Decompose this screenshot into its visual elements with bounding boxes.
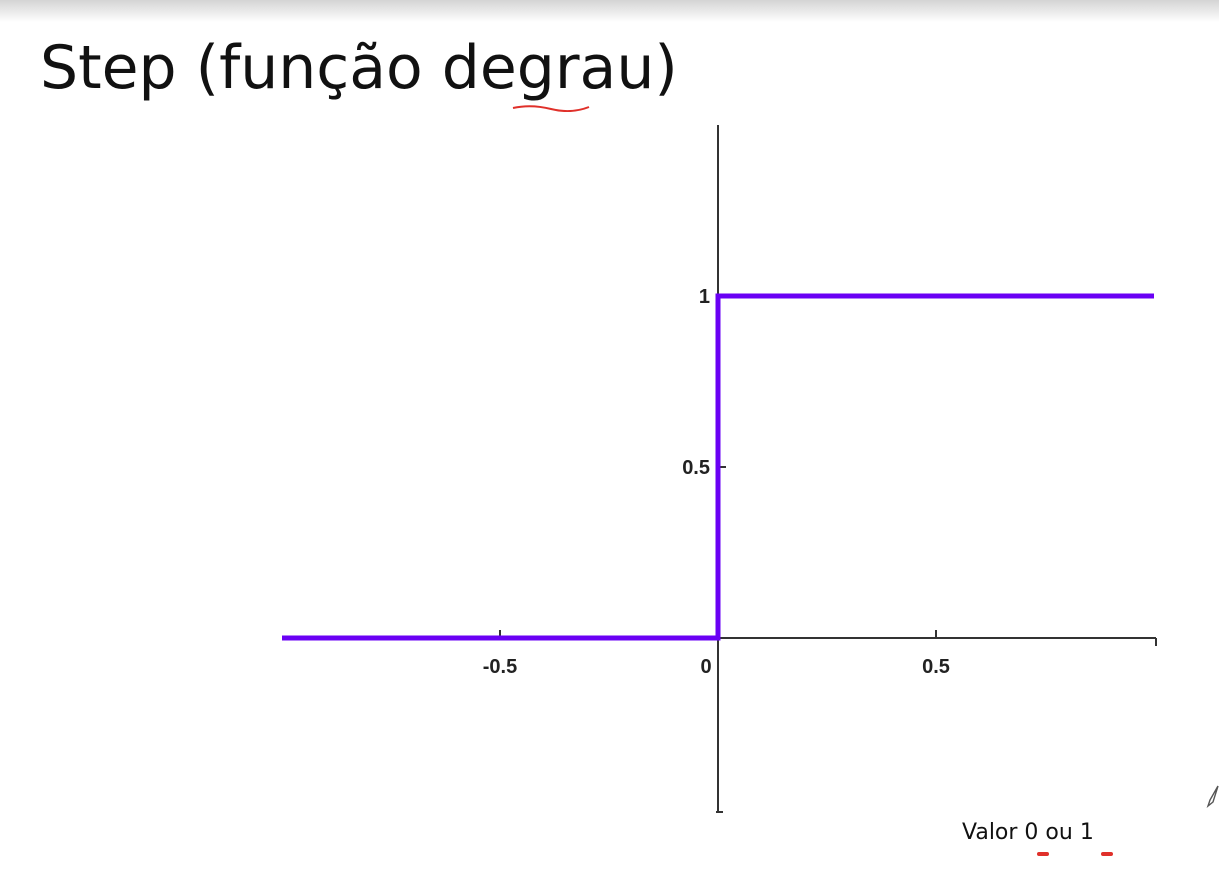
caption: Valor 0 ou 1	[962, 820, 1094, 845]
y-tick-label: 1	[699, 286, 710, 308]
tick-labels: -0.5 0 0.5 0.5 1	[483, 286, 950, 678]
pen-cursor-icon	[1206, 785, 1219, 808]
x-tick-label: 0.5	[922, 656, 950, 678]
caption-underline-one	[1101, 852, 1113, 856]
step-series-line	[282, 293, 1154, 641]
slide-title: Step (função degrau)	[40, 33, 678, 103]
top-shade	[0, 0, 1219, 22]
y-tick-label: 0.5	[682, 457, 710, 479]
x-tick-label: -0.5	[483, 656, 517, 678]
x-tick-label: 0	[700, 656, 711, 678]
caption-underline-zero	[1037, 852, 1049, 856]
series-layer	[282, 293, 1154, 641]
spellcheck-underline	[512, 105, 590, 112]
